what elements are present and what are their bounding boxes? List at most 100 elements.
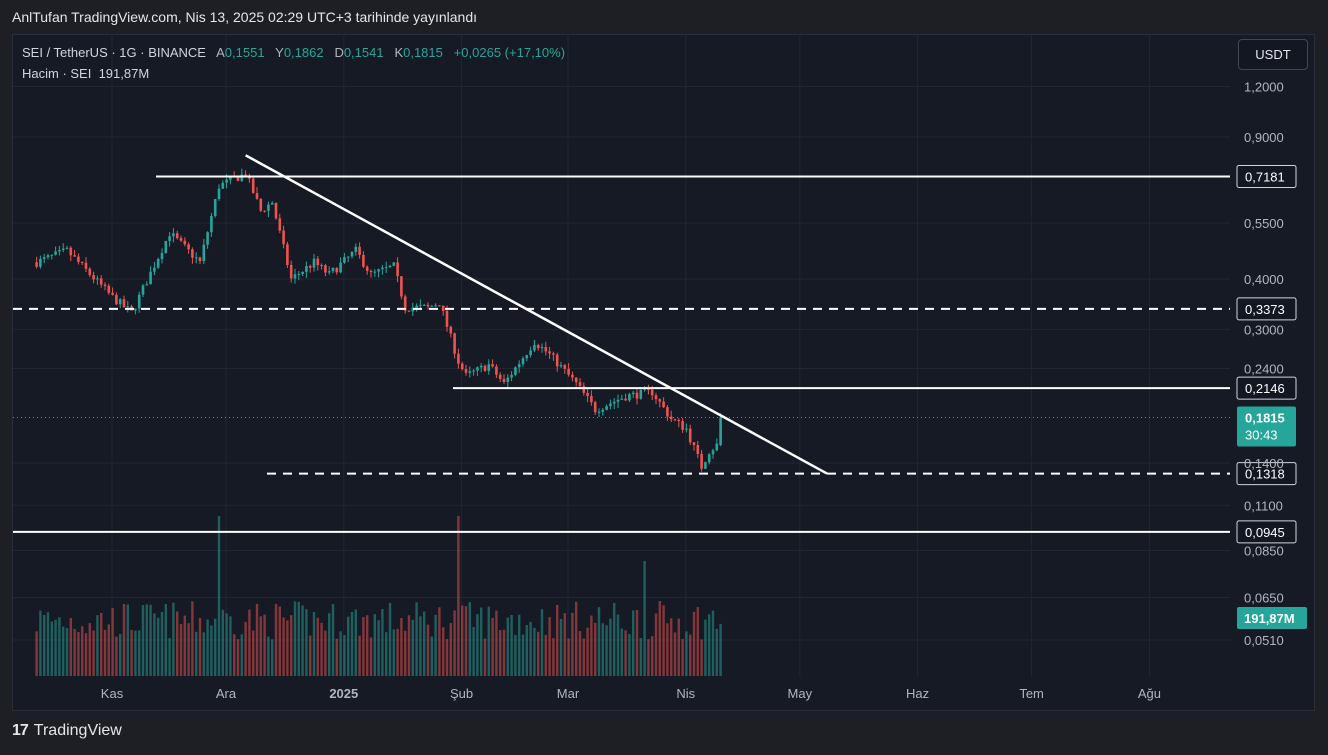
volume-bar — [624, 630, 627, 676]
volume-bar — [69, 618, 72, 676]
candle-body — [156, 258, 160, 268]
candle-body — [476, 367, 479, 371]
volume-bar — [696, 607, 699, 676]
volume-bar — [404, 630, 407, 676]
volume-bar — [521, 634, 525, 676]
candle-body — [441, 305, 445, 311]
candle-body — [377, 269, 380, 272]
volume-bar — [324, 630, 327, 676]
candle-body — [65, 247, 69, 249]
price-tick-label: 0,5500 — [1244, 216, 1284, 231]
candle-body — [99, 278, 103, 285]
volume-bar — [677, 618, 680, 676]
price-tick-label: 0,1400 — [1244, 456, 1284, 471]
candle-body — [544, 347, 548, 352]
volume-bar — [267, 636, 270, 676]
price-tick-label: 0,9000 — [1244, 130, 1284, 145]
volume-bar — [244, 621, 247, 676]
volume-bar — [62, 626, 65, 676]
volume-legend: Hacim · SEI 191,87M — [22, 66, 149, 81]
candle-body — [278, 218, 282, 231]
candle-body — [164, 241, 168, 253]
volume-bar — [514, 634, 517, 676]
level-label-box — [1236, 376, 1297, 400]
candle-body — [533, 345, 536, 351]
candle-body — [312, 258, 316, 268]
candle-body — [141, 285, 145, 295]
candle-body — [206, 232, 209, 245]
candle-body — [704, 462, 707, 469]
candle-body — [719, 417, 722, 446]
footer-brand[interactable]: 17 TradingView — [12, 722, 122, 740]
candle-body — [251, 178, 255, 194]
volume-bar — [35, 631, 38, 676]
time-tick-label: Nis — [676, 686, 695, 701]
candle-body — [514, 367, 517, 375]
candle-body — [426, 304, 430, 307]
open-label: A — [216, 45, 225, 60]
candle-body — [103, 284, 107, 286]
candle-body — [445, 310, 449, 327]
volume-bar — [518, 614, 521, 676]
level-label-box — [1236, 520, 1297, 544]
candle-body — [430, 305, 434, 307]
candle-body — [191, 249, 194, 258]
volume-bar — [666, 623, 669, 676]
volume-bar — [160, 612, 164, 676]
level-label: 0,1318 — [1245, 467, 1285, 482]
candle-body — [350, 251, 354, 257]
volume-bar — [141, 605, 145, 676]
candle-body — [324, 265, 327, 273]
candle-body — [369, 270, 373, 272]
volume-bar — [320, 622, 323, 676]
candle-body — [229, 176, 232, 180]
level-label-box — [1236, 297, 1297, 321]
level-label: 0,3373 — [1245, 302, 1285, 317]
candle-body — [586, 392, 589, 397]
candle-body — [270, 202, 274, 205]
level-label: 0,2146 — [1245, 381, 1285, 396]
candle-body — [502, 378, 506, 383]
volume-bar — [221, 609, 224, 676]
candle-body — [175, 233, 179, 239]
volume-bar — [145, 604, 148, 676]
candle-body — [552, 353, 555, 355]
candle-body — [179, 238, 183, 241]
candle-body — [358, 246, 361, 255]
volume-bar — [635, 609, 639, 676]
candle-body — [392, 262, 396, 266]
volume-bar — [210, 625, 213, 676]
candle-body — [590, 396, 593, 403]
candle-body — [267, 204, 270, 211]
candle-body — [681, 421, 684, 430]
brand-name: TradingView — [33, 722, 122, 739]
volume-bar — [149, 604, 152, 676]
volume-bar — [343, 635, 346, 676]
currency-button[interactable]: USDT — [1238, 39, 1308, 70]
candle-body — [194, 257, 198, 259]
volume-bar — [316, 617, 319, 676]
candle-body — [384, 267, 388, 269]
volume-bar — [96, 615, 99, 676]
candle-body — [335, 267, 339, 273]
candle-body — [540, 347, 544, 349]
volume-label[interactable]: Hacim · SEI — [22, 66, 92, 81]
volume-bar — [605, 625, 608, 676]
candle-body — [39, 258, 42, 267]
symbol-label[interactable]: SEI / TetherUS · 1G · BINANCE — [22, 45, 206, 60]
candle-body — [700, 453, 703, 469]
volume-bar — [366, 615, 369, 676]
candle-body — [536, 345, 540, 349]
candle-body — [688, 428, 692, 443]
candle-body — [662, 401, 665, 408]
candle-body — [707, 454, 711, 463]
volume-bar — [271, 639, 274, 676]
volume-bar — [613, 603, 616, 676]
candle-body — [373, 271, 377, 273]
volume-bar — [77, 632, 80, 676]
volume-bar — [388, 602, 392, 676]
chart-pane[interactable] — [12, 34, 1315, 711]
candle-body — [472, 370, 475, 372]
volume-bar — [552, 638, 555, 676]
